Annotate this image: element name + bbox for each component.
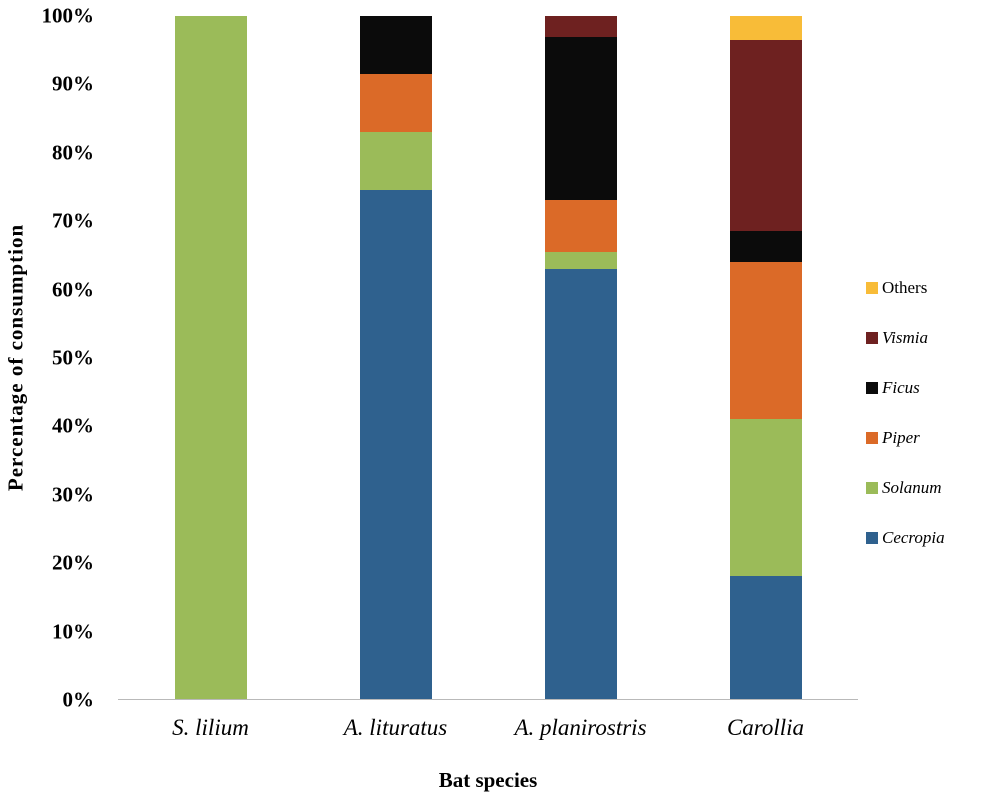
bar-slot xyxy=(118,16,303,699)
x-axis-title: Bat species xyxy=(438,768,538,792)
stacked-bar xyxy=(174,16,247,699)
category-label: A. planirostris xyxy=(514,715,647,740)
bar-segment-piper xyxy=(544,200,617,252)
legend-item: Vismia xyxy=(866,328,945,347)
stacked-bar xyxy=(544,16,617,699)
bar-segment-ficus xyxy=(729,231,802,262)
legend-label: Cecropia xyxy=(882,528,945,547)
y-tick-label: 70% xyxy=(52,208,94,233)
category-label: Carollia xyxy=(726,715,805,740)
bar-segment-ficus xyxy=(359,16,432,75)
bar-segment-solanum xyxy=(544,251,617,269)
legend-label: Piper xyxy=(882,428,920,447)
bar-segment-piper xyxy=(359,74,432,133)
legend-swatch-icon xyxy=(866,382,878,394)
y-tick-label: 100% xyxy=(41,3,95,28)
y-tick-label: 50% xyxy=(52,345,94,370)
bar-segment-ficus xyxy=(544,36,617,201)
bar-segment-solanum xyxy=(359,132,432,191)
legend-item: Solanum xyxy=(866,478,945,497)
bars xyxy=(118,16,858,699)
bar-segment-cecropia xyxy=(729,576,802,699)
legend: Others Vismia Ficus Piper Solanum Cecropia xyxy=(866,278,945,547)
x-category-labels: S. lilium A. lituratus A. planirostris Caro… xyxy=(118,715,858,741)
legend-item: Ficus xyxy=(866,378,945,397)
legend-swatch-icon xyxy=(866,482,878,494)
bar-segment-vismia xyxy=(544,16,617,37)
legend-label: Solanum xyxy=(882,478,942,497)
y-axis-ticks: 0% 10% 20% 30% 40% 50% 60% 70% 80% 90% 100% xyxy=(0,4,108,712)
bar-slot xyxy=(488,16,673,699)
stacked-bar xyxy=(359,16,432,699)
y-tick-label: 60% xyxy=(52,277,94,302)
y-tick-label: 20% xyxy=(52,550,94,575)
legend-swatch-icon xyxy=(866,282,878,294)
y-tick-label: 90% xyxy=(52,71,94,96)
bar-segment-cecropia xyxy=(544,268,617,699)
legend-item: Cecropia xyxy=(866,528,945,547)
legend-item: Piper xyxy=(866,428,945,447)
bar-segment-others xyxy=(729,16,802,40)
bar-segment-solanum xyxy=(174,16,247,699)
y-tick-label: 0% xyxy=(62,687,95,712)
bar-segment-vismia xyxy=(729,39,802,232)
plot-area xyxy=(118,16,858,700)
category-label: S. lilium xyxy=(172,715,249,740)
category-label: A. lituratus xyxy=(343,715,448,740)
y-tick-label: 30% xyxy=(52,482,94,507)
legend-label: Others xyxy=(882,278,928,297)
y-tick-label: 10% xyxy=(52,619,94,644)
legend-item: Others xyxy=(866,278,945,297)
y-tick-label: 80% xyxy=(52,140,94,165)
stacked-bar xyxy=(729,16,802,699)
bar-segment-solanum xyxy=(729,418,802,577)
legend-swatch-icon xyxy=(866,432,878,444)
legend-label: Vismia xyxy=(882,328,928,347)
bar-slot xyxy=(673,16,858,699)
legend-swatch-icon xyxy=(866,532,878,544)
y-tick-label: 40% xyxy=(52,413,94,438)
legend-swatch-icon xyxy=(866,332,878,344)
bar-segment-piper xyxy=(729,261,802,419)
bar-segment-cecropia xyxy=(359,190,432,699)
legend-label: Ficus xyxy=(882,378,920,397)
bar-slot xyxy=(303,16,488,699)
